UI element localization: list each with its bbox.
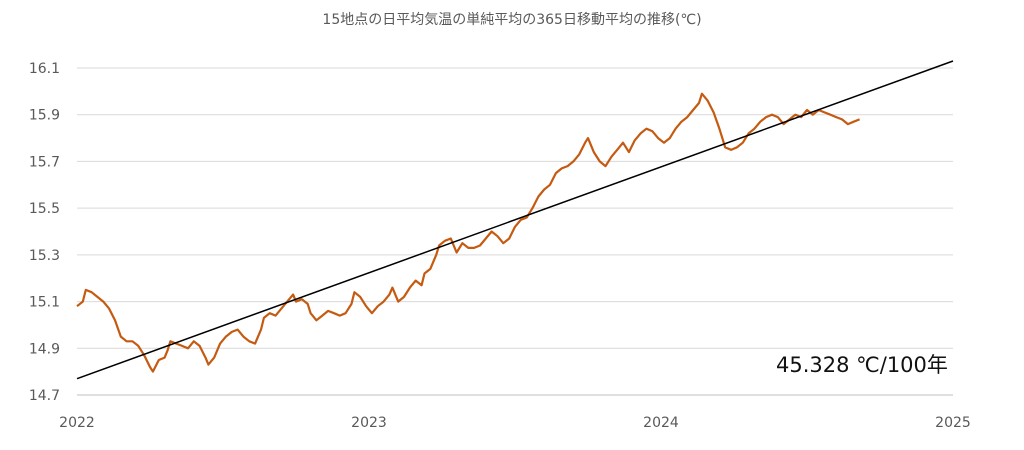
y-tick-label: 15.7 — [29, 154, 60, 170]
y-tick-label: 15.3 — [29, 248, 60, 264]
x-tick-label: 2023 — [351, 415, 387, 431]
trend-line — [76, 60, 954, 380]
grid — [77, 67, 953, 396]
y-tick-label: 15.9 — [29, 108, 60, 124]
trend-annotation: 45.328 ℃/100年 — [776, 353, 948, 377]
x-axis: 2022 2023 2024 2025 — [59, 394, 971, 431]
y-tick-label: 15.1 — [29, 295, 60, 311]
y-tick-label: 15.5 — [29, 201, 60, 217]
y-tick-label: 14.9 — [29, 341, 60, 357]
series-line — [76, 92, 860, 373]
y-axis: 16.1 15.9 15.7 15.5 15.3 15.1 14.9 14.7 — [29, 61, 60, 404]
y-tick-label: 16.1 — [29, 61, 60, 77]
y-tick-label: 14.7 — [29, 388, 60, 404]
x-tick-label: 2024 — [643, 415, 679, 431]
plot-area — [76, 60, 954, 380]
chart-title: 15地点の日平均気温の単純平均の365日移動平均の推移(℃) — [322, 12, 701, 28]
x-tick-label: 2025 — [935, 415, 971, 431]
x-tick-label: 2022 — [59, 415, 95, 431]
